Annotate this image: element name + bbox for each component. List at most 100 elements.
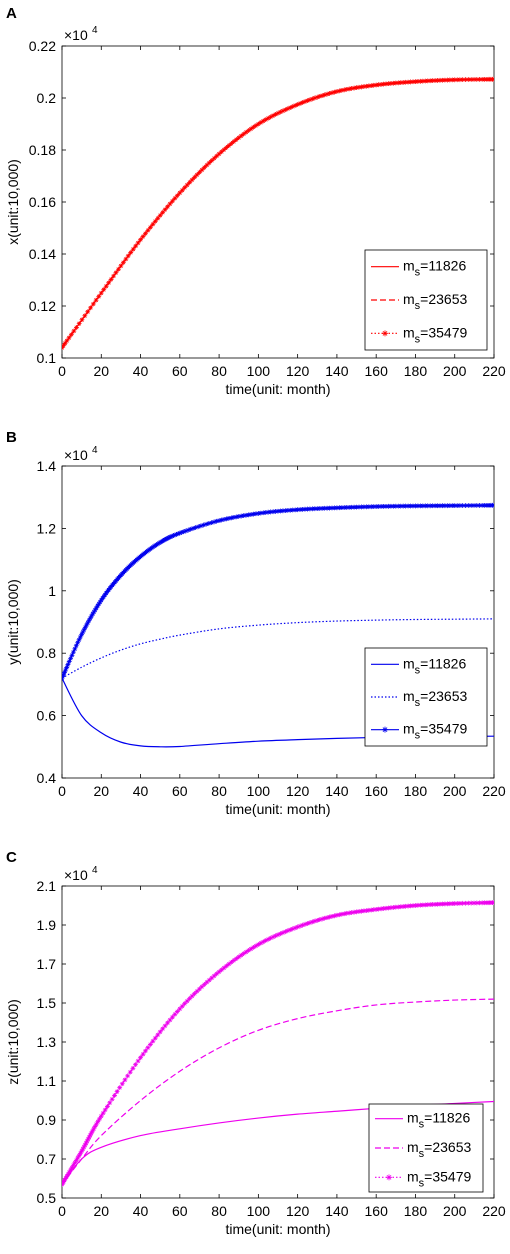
series-marker-2	[83, 1140, 89, 1146]
series-marker-2	[197, 986, 202, 992]
series-marker-2	[204, 979, 210, 985]
chart-panel-a: A 0 20 40 60 80 100 120 140 160 180 200 220 0.1 0.12 0.…	[5, 5, 506, 397]
series-group	[62, 76, 494, 350]
series-marker-2	[84, 622, 89, 628]
series-marker-2	[73, 643, 79, 649]
series-marker-2	[233, 956, 239, 962]
series-marker-2	[175, 531, 181, 537]
series-marker-2	[168, 534, 174, 540]
series-marker-2	[327, 914, 332, 920]
series-marker-2	[341, 505, 347, 510]
series-marker-2	[292, 925, 298, 931]
series-marker-2	[465, 503, 471, 508]
series-marker-2	[474, 503, 480, 508]
series-marker-2	[339, 505, 345, 511]
series-marker-2	[73, 1158, 79, 1163]
series-marker-2	[253, 511, 259, 517]
series-marker-2	[351, 909, 357, 915]
series-marker-2	[324, 505, 330, 511]
series-marker-2	[226, 961, 232, 967]
series-line-1	[62, 998, 494, 1185]
series-marker-2	[68, 656, 73, 661]
x-tick-label: 140	[325, 783, 349, 799]
series-marker-2	[102, 1107, 108, 1113]
series-marker-2	[79, 632, 85, 637]
series-marker-2	[452, 503, 458, 509]
series-marker-2	[171, 533, 176, 538]
series-marker-2	[82, 1142, 88, 1148]
series-marker-2	[422, 902, 428, 908]
series-marker-2	[105, 1104, 110, 1109]
series-marker-2	[209, 520, 214, 526]
series-marker-2	[383, 503, 389, 509]
series-marker-2	[251, 944, 256, 950]
series-marker-2	[410, 903, 416, 909]
series-marker-2	[413, 503, 418, 509]
series-marker-2	[373, 907, 379, 912]
series-marker-2	[187, 996, 193, 1001]
y-multiplier: ×10	[64, 867, 88, 883]
series-marker-2	[302, 921, 308, 927]
series-marker-2	[238, 513, 244, 519]
series-marker-2	[233, 514, 239, 520]
series-marker-2	[430, 902, 436, 907]
series-marker-2	[300, 922, 305, 928]
series-marker-2	[95, 603, 100, 609]
series-marker-2	[366, 907, 372, 913]
x-tick-label: 160	[365, 363, 389, 379]
series-marker-2	[390, 503, 396, 509]
series-marker-2	[224, 963, 229, 969]
series-line-0	[62, 78, 494, 348]
x-tick-label: 20	[93, 363, 109, 379]
series-marker-2	[417, 902, 423, 908]
series-marker-2	[477, 503, 482, 508]
series-marker-2	[122, 1077, 128, 1083]
x-tick-label: 60	[172, 783, 188, 799]
series-marker-2	[92, 607, 98, 613]
series-marker-2	[280, 930, 286, 936]
series-marker-2	[447, 503, 453, 509]
series-marker-2	[174, 1009, 180, 1014]
series-marker-2	[425, 902, 431, 908]
series-marker-2	[143, 1048, 148, 1054]
series-marker-2	[160, 1026, 166, 1032]
y-axis-label: x(unit:10,000)	[5, 159, 21, 245]
series-marker-2	[444, 901, 450, 907]
series-marker-2	[403, 903, 409, 909]
series-marker-2	[413, 903, 418, 908]
series-marker-2	[477, 900, 482, 906]
y-tick-label: 1.1	[37, 1073, 57, 1089]
series-marker-2	[393, 904, 399, 910]
x-tick-label: 160	[365, 783, 389, 799]
series-marker-2	[285, 508, 291, 513]
series-marker-2	[69, 652, 75, 658]
series-marker-2	[258, 940, 264, 946]
series-marker-2	[181, 529, 187, 535]
series-marker-2	[305, 921, 310, 926]
series-marker-2	[322, 915, 328, 921]
series-marker-2	[91, 609, 97, 615]
series-marker-2	[85, 1136, 91, 1142]
series-marker-2	[373, 504, 379, 509]
y-tick-label: 0.1	[37, 350, 57, 366]
series-marker-2	[248, 512, 254, 517]
y-tick-label: 1.2	[37, 520, 57, 536]
series-marker-2	[127, 1069, 133, 1075]
y-tick-label: 0.16	[29, 194, 56, 210]
series-marker-2	[87, 1132, 93, 1138]
series-marker-2	[117, 1085, 123, 1091]
series-marker-2	[80, 629, 86, 635]
series-marker-2	[226, 515, 232, 521]
series-marker-2	[85, 620, 91, 626]
series-marker-2	[260, 510, 266, 516]
series-marker-2	[415, 503, 421, 509]
series-marker-2	[378, 504, 384, 509]
series-marker-2	[214, 971, 220, 977]
series-marker-2	[66, 1169, 72, 1175]
series-marker-2	[361, 908, 367, 914]
series-marker-2	[324, 915, 330, 921]
series-marker-2	[322, 505, 328, 511]
series-marker-2	[273, 509, 278, 514]
series-marker-2	[265, 509, 271, 515]
series-marker-2	[68, 1167, 73, 1173]
